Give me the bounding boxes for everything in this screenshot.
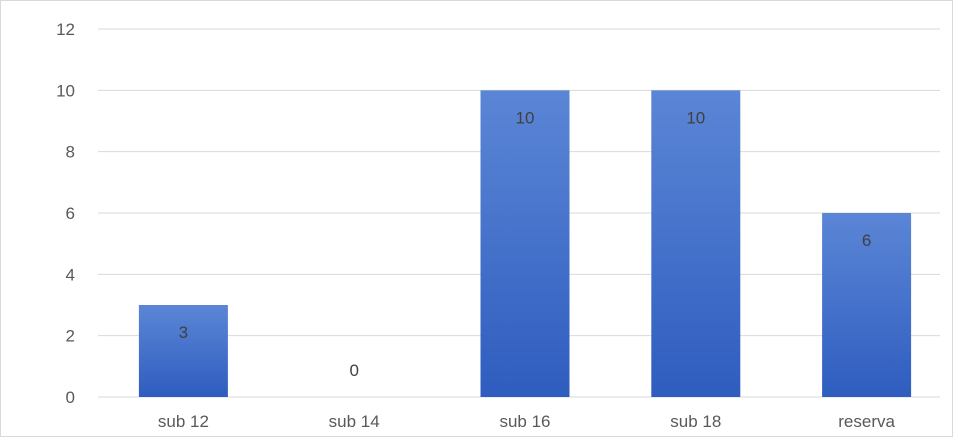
x-axis-ticks: sub 12 sub 14 sub 16 sub 18 reserva <box>158 412 896 431</box>
x-tick-label: reserva <box>838 412 895 431</box>
bar <box>480 90 570 397</box>
data-label: 10 <box>686 108 705 127</box>
bar <box>138 305 228 397</box>
y-tick-label: 12 <box>56 20 75 39</box>
bars <box>138 90 912 397</box>
data-label: 0 <box>349 361 358 380</box>
y-tick-label: 2 <box>66 327 75 346</box>
data-label: 6 <box>862 231 871 250</box>
bar <box>651 90 741 397</box>
x-tick-label: sub 12 <box>158 412 209 431</box>
y-axis-ticks: 0 2 4 6 8 10 12 <box>56 20 75 407</box>
y-tick-label: 4 <box>66 265 75 284</box>
y-tick-label: 0 <box>66 388 75 407</box>
y-tick-label: 6 <box>66 204 75 223</box>
x-tick-label: sub 18 <box>670 412 721 431</box>
y-tick-label: 10 <box>56 81 75 100</box>
data-label: 10 <box>516 108 535 127</box>
x-tick-label: sub 14 <box>329 412 380 431</box>
data-label: 3 <box>179 323 188 342</box>
data-labels: 3 0 10 10 6 <box>179 108 872 380</box>
bar <box>822 213 912 397</box>
x-tick-label: sub 16 <box>499 412 550 431</box>
y-tick-label: 8 <box>66 143 75 162</box>
